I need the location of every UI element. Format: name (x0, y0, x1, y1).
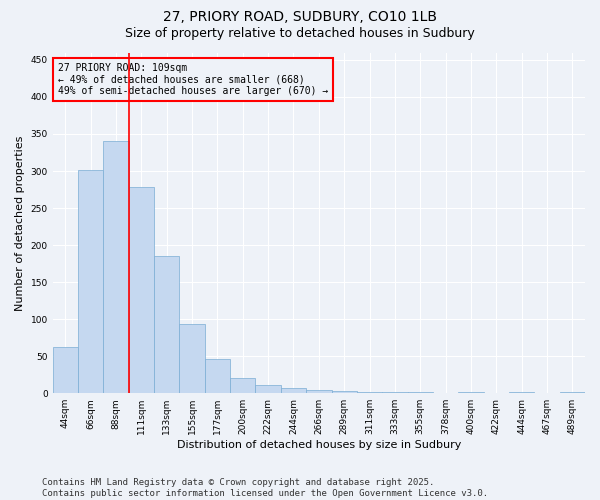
X-axis label: Distribution of detached houses by size in Sudbury: Distribution of detached houses by size … (176, 440, 461, 450)
Bar (78, 170, 103, 393)
Text: 27 PRIORY ROAD: 109sqm
← 49% of detached houses are smaller (668)
49% of semi-de: 27 PRIORY ROAD: 109sqm ← 49% of detached… (58, 62, 328, 96)
Bar (306, 390, 332, 393)
Bar (509, 392, 535, 393)
Bar (458, 392, 484, 393)
Bar (281, 388, 306, 393)
Bar (382, 392, 407, 393)
Bar (53, 346, 78, 393)
Bar (129, 188, 154, 393)
Text: 27, PRIORY ROAD, SUDBURY, CO10 1LB: 27, PRIORY ROAD, SUDBURY, CO10 1LB (163, 10, 437, 24)
Y-axis label: Number of detached properties: Number of detached properties (15, 135, 25, 310)
Bar (560, 392, 585, 393)
Bar (256, 385, 281, 393)
Bar (230, 378, 256, 393)
Bar (205, 359, 230, 393)
Bar (332, 391, 357, 393)
Bar (407, 392, 433, 393)
Text: Size of property relative to detached houses in Sudbury: Size of property relative to detached ho… (125, 28, 475, 40)
Bar (154, 256, 179, 393)
Text: Contains HM Land Registry data © Crown copyright and database right 2025.
Contai: Contains HM Land Registry data © Crown c… (42, 478, 488, 498)
Bar (103, 142, 129, 393)
Bar (179, 324, 205, 393)
Bar (357, 392, 382, 393)
